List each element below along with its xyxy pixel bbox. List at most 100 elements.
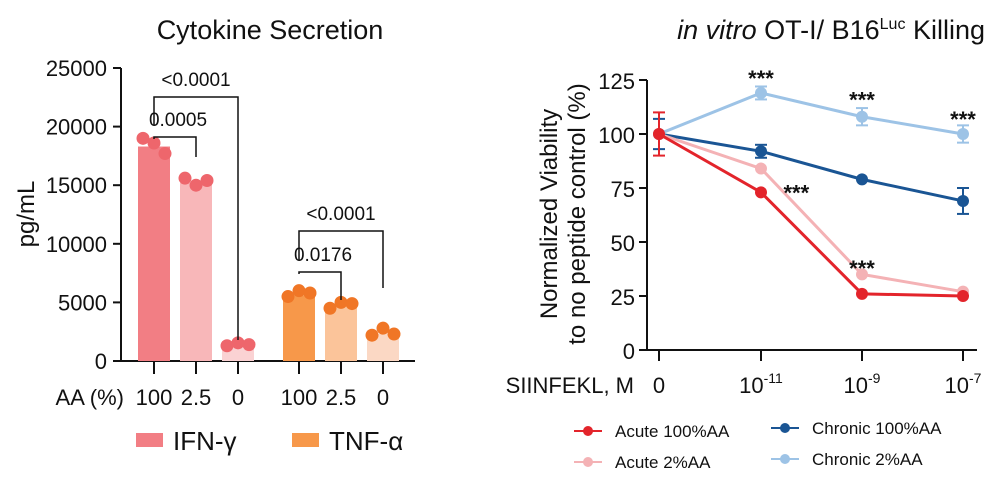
significance-stars: *** xyxy=(849,256,875,281)
p-value-label: <0.0001 xyxy=(161,70,230,91)
data-point xyxy=(755,86,767,99)
data-point xyxy=(755,145,767,158)
x-tick-label: 0 xyxy=(653,373,665,398)
line-chart-ylabel: Normalized Viability to no peptide contr… xyxy=(536,83,591,344)
data-point xyxy=(653,128,665,140)
data-point xyxy=(856,287,868,300)
legend-swatch xyxy=(136,433,163,447)
y-tick-label: 0 xyxy=(95,349,107,374)
data-point xyxy=(178,171,192,185)
bar-chart-ylabel: pg/mL xyxy=(13,181,40,248)
legend-swatch xyxy=(292,433,319,447)
line-chart-xlabel: SIINFEKL, M xyxy=(506,373,634,398)
y-tick-label: 25000 xyxy=(46,56,107,81)
series-line xyxy=(658,132,964,294)
data-point xyxy=(856,173,868,186)
x-tick-label: 10-11 xyxy=(739,370,783,398)
p-value-label: <0.0001 xyxy=(306,204,375,225)
y-tick-label: 5000 xyxy=(58,290,107,315)
data-point xyxy=(323,301,337,315)
legend-marker xyxy=(583,426,593,436)
p-value-label: 0.0176 xyxy=(294,245,352,266)
series-line xyxy=(658,91,964,136)
y-tick-label: 50 xyxy=(611,231,635,256)
significance-bracket xyxy=(153,136,197,157)
data-point xyxy=(220,339,234,353)
legend-label: TNF-α xyxy=(329,426,403,456)
significance-bracket xyxy=(153,96,239,340)
data-point xyxy=(189,178,203,192)
line-chart-title-tail: Killing xyxy=(905,15,985,45)
data-point xyxy=(957,290,969,302)
y-tick-label: 100 xyxy=(598,123,635,148)
bar-chart: 0 5000 10000 15000 20000 25000 100 2.5 0 100 2.5 0 <… xyxy=(46,56,415,456)
x-tick-exponent: -7 xyxy=(969,370,982,386)
y-tick-label: 15000 xyxy=(46,173,107,198)
x-tick-base: 0 xyxy=(653,373,665,398)
bar-chart-title: Cytokine Secretion xyxy=(157,15,384,45)
data-point xyxy=(755,186,767,199)
significance-stars: *** xyxy=(950,107,976,132)
line-chart-title-italic: in vitro xyxy=(677,15,757,45)
series-line xyxy=(658,132,964,298)
y-tick-label: 20000 xyxy=(46,115,107,140)
data-point xyxy=(957,194,969,207)
data-point xyxy=(292,284,306,298)
line-chart-ylabel-line2: to no peptide control (%) xyxy=(564,83,591,344)
data-point xyxy=(856,110,868,123)
data-point xyxy=(376,321,390,335)
legend-marker xyxy=(780,423,790,433)
x-tick-label: 0 xyxy=(377,385,389,410)
x-tick-label: 2.5 xyxy=(326,385,357,410)
legend-label: Chronic 100%AA xyxy=(812,419,942,438)
data-point xyxy=(365,328,379,342)
x-tick-exponent: -9 xyxy=(868,370,881,386)
data-point xyxy=(345,297,359,311)
x-tick-label: 10-7 xyxy=(945,370,982,398)
y-tick-label: 75 xyxy=(611,177,635,202)
x-tick-label: 100 xyxy=(136,385,173,410)
p-value-label: 0.0005 xyxy=(149,110,207,131)
legend-label: IFN-γ xyxy=(173,426,237,456)
x-tick-exponent: -11 xyxy=(764,370,783,386)
x-tick-base: 10 xyxy=(844,373,868,398)
data-point xyxy=(856,268,868,281)
legend-marker xyxy=(780,454,790,464)
legend-marker xyxy=(583,457,593,467)
data-point xyxy=(281,290,295,304)
data-point xyxy=(387,327,401,341)
bar-chart-xlabel: AA (%) xyxy=(56,385,124,410)
data-point xyxy=(957,128,969,140)
y-tick-label: 125 xyxy=(598,69,635,94)
series-line xyxy=(658,132,964,203)
data-point xyxy=(158,147,172,161)
x-tick-base: 10 xyxy=(739,373,763,398)
significance-stars: *** xyxy=(784,180,810,205)
significance-bracket xyxy=(298,230,384,288)
legend-label: Acute 100%AA xyxy=(615,422,730,441)
legend-label: Acute 2%AA xyxy=(615,453,711,472)
data-point xyxy=(231,336,245,350)
x-tick-label: 2.5 xyxy=(181,385,212,410)
data-point xyxy=(303,286,317,300)
line-chart-title-sup: Luc xyxy=(880,16,906,33)
line-chart-title-main: OT-I/ B16 xyxy=(757,15,880,45)
x-tick-label: 0 xyxy=(232,385,244,410)
significance-bracket xyxy=(298,271,342,300)
x-tick-base: 10 xyxy=(945,373,969,398)
legend-label: Chronic 2%AA xyxy=(812,450,923,469)
x-tick-label: 10-9 xyxy=(844,370,881,398)
x-tick-label: 100 xyxy=(281,385,318,410)
bar xyxy=(180,182,212,361)
y-tick-label: 10000 xyxy=(46,232,107,257)
data-point xyxy=(147,136,161,150)
data-point xyxy=(755,162,767,175)
data-point xyxy=(200,174,214,188)
bar xyxy=(283,295,315,361)
y-tick-label: 25 xyxy=(611,285,635,310)
significance-stars: *** xyxy=(849,87,875,112)
bar xyxy=(138,146,170,361)
data-point xyxy=(334,295,348,309)
